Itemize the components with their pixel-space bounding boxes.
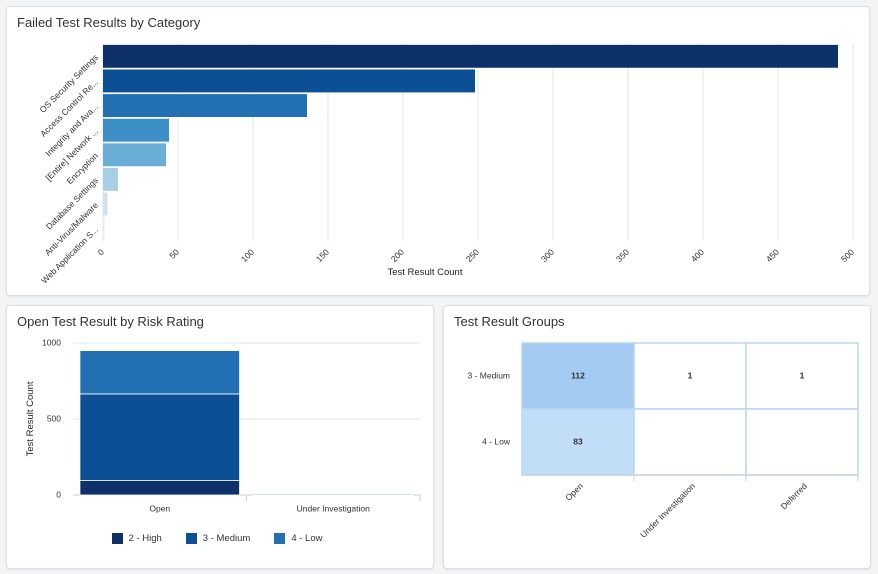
heatmap-cell[interactable]: [521, 342, 635, 410]
heatmap-cell[interactable]: [633, 342, 747, 410]
column-label: Deferred: [779, 481, 810, 512]
x-tick-label: 200: [389, 247, 406, 264]
x-tick-label: 0: [96, 247, 107, 258]
legend-item-low[interactable]: 4 - Low: [274, 533, 322, 544]
legend-item-medium[interactable]: 3 - Medium: [185, 533, 251, 544]
legend-swatch-medium: [185, 533, 197, 544]
legend-swatch-low: [274, 533, 286, 544]
category-label: Open: [149, 503, 170, 513]
x-tick-label: 150: [314, 247, 331, 264]
x-tick-label: 400: [689, 247, 706, 264]
stack-segment[interactable]: [79, 480, 240, 496]
risk-rating-card: Open Test Result by Risk Rating 0 500 1000…: [6, 305, 434, 569]
legend-label-high: 2 - High: [128, 533, 162, 544]
failed-results-card: Failed Test Results by Category 0 50 100 15…: [6, 6, 870, 296]
stack-segment[interactable]: [79, 393, 240, 481]
column-label: Open: [563, 481, 585, 503]
x-tick-label: 500: [839, 247, 856, 264]
risk-rating-chart: 0 500 1000 Open Under Investigation Test Resu…: [25, 337, 421, 513]
legend-item-high[interactable]: 2 - High: [111, 533, 162, 544]
bar[interactable]: [103, 44, 838, 68]
bar[interactable]: [103, 217, 105, 241]
column-label: Under Investigation: [638, 481, 697, 540]
x-tick-label: 100: [239, 247, 256, 264]
cell-value-label: 112: [571, 370, 585, 380]
heatmap-cell[interactable]: [745, 408, 859, 476]
cell-value-label: 83: [573, 436, 583, 446]
x-tick-label: 300: [539, 247, 556, 264]
bar[interactable]: [103, 69, 475, 93]
stack-segment[interactable]: [79, 350, 240, 395]
stack-segment[interactable]: [253, 493, 414, 496]
bar[interactable]: [103, 94, 307, 118]
x-tick-label: 250: [464, 247, 481, 264]
failed-results-title: Failed Test Results by Category: [17, 15, 201, 30]
row-label: 4 - Low: [482, 436, 511, 446]
y-tick-label: 500: [47, 413, 61, 423]
bar[interactable]: [103, 143, 166, 167]
x-tick-label: 450: [764, 247, 781, 264]
legend-label-medium: 3 - Medium: [202, 533, 251, 544]
result-groups-title: Test Result Groups: [454, 314, 565, 329]
risk-rating-title: Open Test Result by Risk Rating: [17, 314, 204, 329]
y-tick-label: 1000: [42, 337, 61, 347]
x-tick-label: 50: [167, 247, 181, 261]
x-tick-label: 350: [614, 247, 631, 264]
heatmap-cell[interactable]: [521, 408, 635, 476]
legend-swatch-high: [111, 533, 123, 544]
cell-value-label: 1: [800, 370, 805, 380]
result-groups-heatmap: 112 1 1 3 - Medium 83 4 - Low Open Under Invest…: [467, 342, 859, 540]
cell-value-label: 1: [688, 370, 693, 380]
row-label: 3 - Medium: [467, 370, 510, 380]
y-axis-title: Test Result Count: [25, 381, 36, 456]
bar[interactable]: [103, 118, 169, 142]
category-label: Under Investigation: [297, 503, 371, 513]
x-axis-title: Test Result Count: [388, 267, 463, 278]
heatmap-cell[interactable]: [745, 342, 859, 410]
y-tick-label: 0: [56, 489, 61, 499]
bar[interactable]: [103, 192, 108, 216]
result-groups-card: Test Result Groups 112 1 1 3 - Medium 83 4 - …: [443, 305, 871, 569]
legend-label-low: 4 - Low: [291, 533, 323, 544]
risk-rating-legend: 2 - High 3 - Medium 4 - Low: [7, 533, 427, 544]
bar[interactable]: [103, 167, 118, 191]
heatmap-cell[interactable]: [633, 408, 747, 476]
